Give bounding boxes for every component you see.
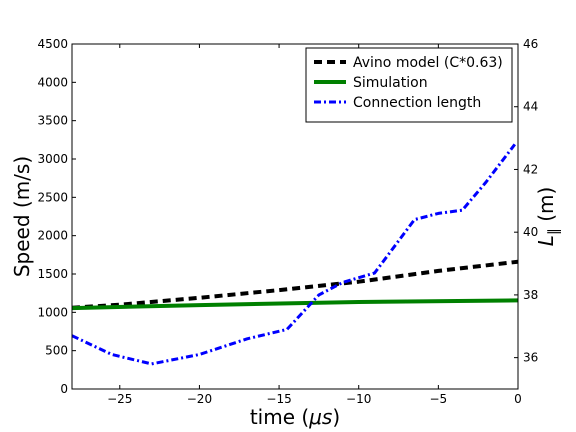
y-right-axis-title-sub: ∥ [546, 228, 562, 235]
y-right-axis-title: L∥ (m) [534, 187, 562, 247]
x-tick-label: −25 [107, 392, 132, 406]
y-left-axis-title: Speed (m/s) [10, 156, 34, 277]
x-tick-label: −20 [187, 392, 212, 406]
y-left-tick-label: 3500 [37, 114, 68, 128]
x-axis-title: time (μs) [250, 405, 340, 429]
x-axis-title-prefix: time ( [250, 405, 309, 429]
y-left-tick-label: 500 [45, 344, 68, 358]
y-left-tick-label: 4500 [37, 37, 68, 51]
x-tick-label: −10 [346, 392, 371, 406]
y-right-tick-label: 44 [523, 100, 538, 114]
legend-label: Simulation [353, 75, 428, 91]
legend-label: Avino model (C*0.63) [353, 55, 503, 71]
y-left-tick-label: 1000 [37, 305, 68, 319]
legend: Avino model (C*0.63) Simulation Connection… [305, 47, 513, 123]
series-layer [72, 143, 518, 366]
x-axis-title-mu: μs [308, 405, 332, 429]
y-left-tick-label: 0 [60, 382, 68, 396]
ticks-layer: −25 −20 −15 −10 −5 0 0 500 1000 1500 2000 2500 3000 3… [37, 37, 538, 406]
x-tick-label: −5 [430, 392, 448, 406]
y-right-tick-label: 38 [523, 288, 538, 302]
y-right-tick-label: 40 [523, 225, 538, 239]
x-tick-label: −15 [266, 392, 291, 406]
series-line-avino-model-c-0-63 [72, 259, 518, 310]
y-left-tick-label: 1500 [37, 267, 68, 281]
y-right-tick-label: 36 [523, 351, 538, 365]
series-line-simulation [72, 298, 518, 311]
plot-frame [71, 43, 519, 390]
y-left-tick-label: 4000 [37, 75, 68, 89]
series-line-connection-length [72, 143, 516, 366]
x-axis-title-suffix: ) [332, 405, 340, 429]
y-right-axis-title-unit: (m) [534, 187, 558, 228]
y-left-tick-label: 2000 [37, 229, 68, 243]
y-left-tick-label: 3000 [37, 152, 68, 166]
y-right-axis-title-main: L [534, 235, 558, 246]
y-right-tick-label: 42 [523, 162, 538, 176]
x-tick-label: 0 [514, 392, 522, 406]
y-right-tick-label: 46 [523, 37, 538, 51]
y-left-tick-label: 2500 [37, 190, 68, 204]
legend-label: Connection length [353, 95, 481, 111]
